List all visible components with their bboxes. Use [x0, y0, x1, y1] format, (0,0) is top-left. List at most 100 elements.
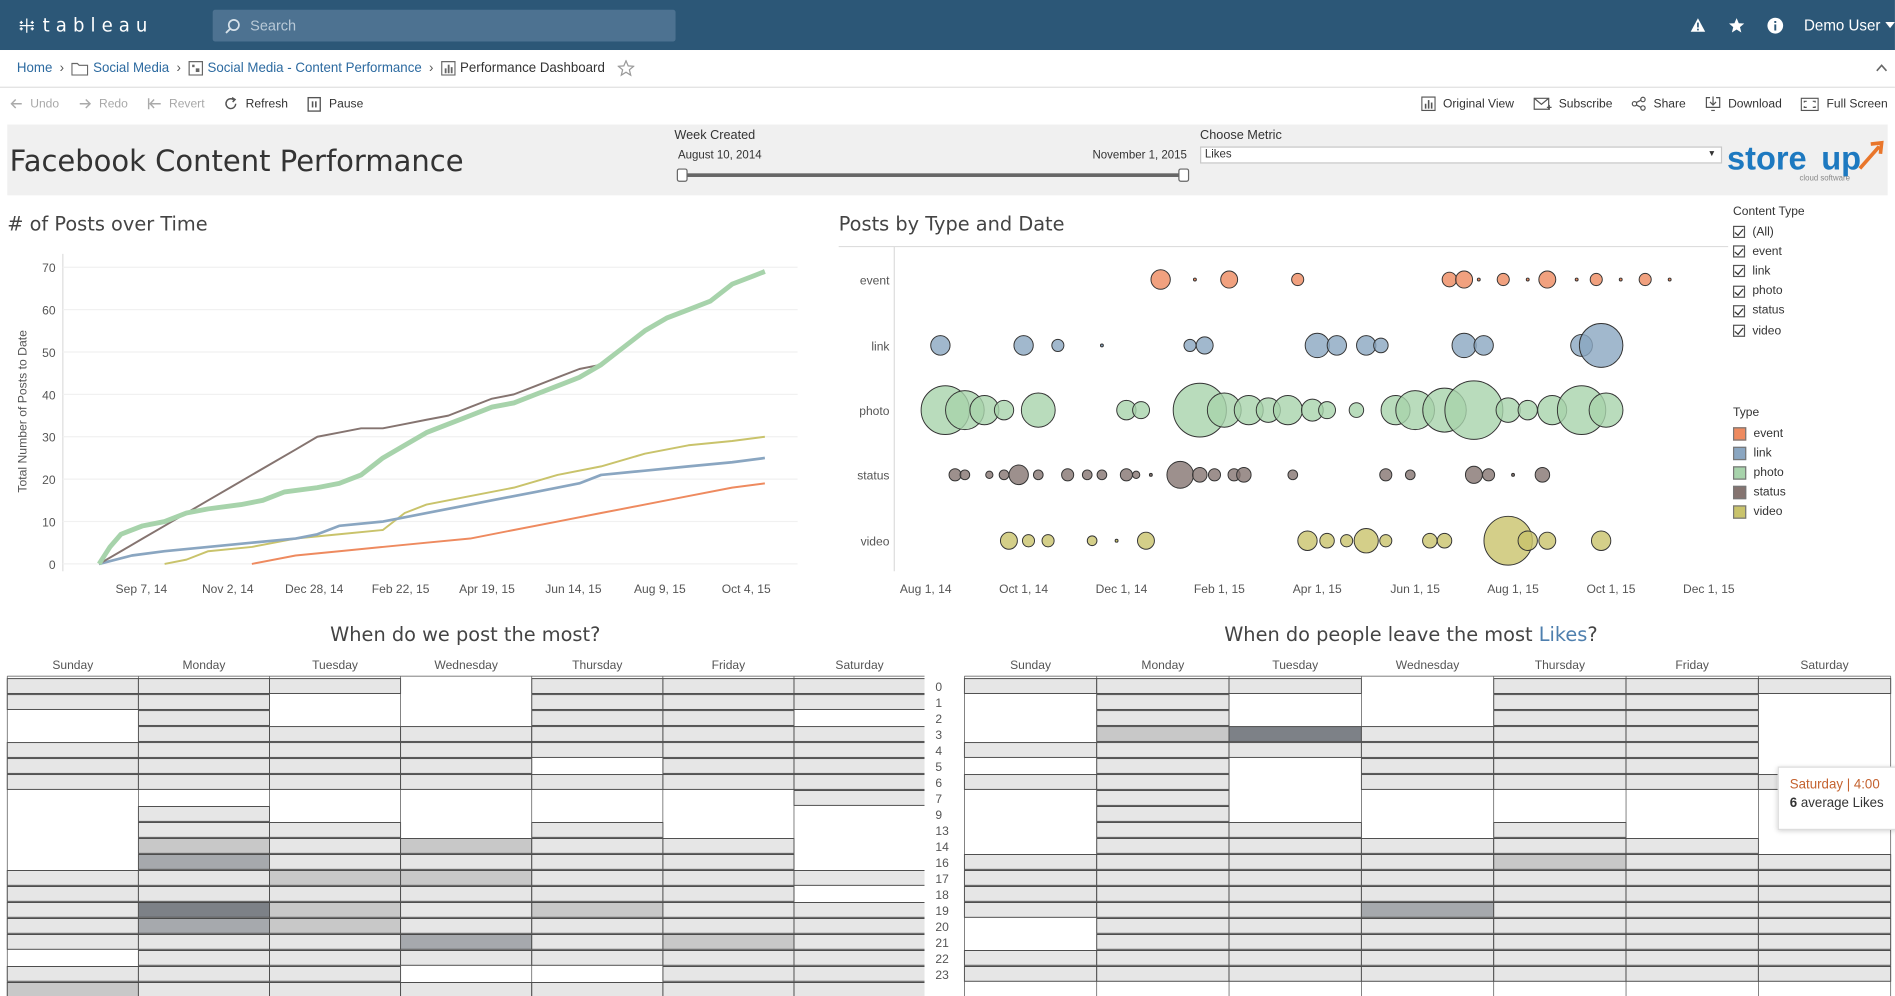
heatmap-cell: [793, 982, 925, 996]
breadcrumb-project[interactable]: Social Media: [93, 61, 170, 76]
filter-option-video[interactable]: video: [1732, 321, 1805, 341]
redo-button[interactable]: Redo: [78, 96, 128, 112]
bubble-status: [1482, 468, 1496, 482]
series-line-link: [98, 456, 766, 566]
revert-button[interactable]: Revert: [147, 96, 205, 112]
user-menu[interactable]: Demo User: [1804, 16, 1881, 34]
favorite-star-icon[interactable]: [616, 59, 634, 77]
undo-icon: [10, 98, 22, 109]
original-view-button[interactable]: Original View: [1421, 96, 1514, 112]
alerts-icon[interactable]: [1678, 17, 1717, 33]
subscribe-button[interactable]: Subscribe: [1533, 97, 1612, 110]
filter-option-label: status: [1752, 304, 1785, 318]
legend-item-photo[interactable]: photo: [1732, 463, 1786, 483]
download-button[interactable]: Download: [1705, 96, 1782, 112]
breadcrumb-separator: ›: [59, 61, 65, 76]
heatmap-cell: [793, 950, 925, 966]
posts-over-time-chart[interactable]: 0 10 20 30 40 50 60 70 Sep 7, 14 Nov 2, 14 Dec 28,…: [0, 244, 822, 610]
scatter-chart-title: Posts by Type and Date: [838, 212, 1065, 236]
breadcrumb-workbook[interactable]: Social Media - Content Performance: [207, 61, 422, 76]
heatmap-cell: [400, 742, 533, 758]
checkbox-checked-icon[interactable]: [1732, 245, 1746, 258]
heatmap-cell: [400, 726, 533, 742]
heatmap-cell: [531, 694, 664, 710]
x-tick-label: Jun 1, 15: [1390, 582, 1440, 596]
full-screen-button[interactable]: Full Screen: [1801, 97, 1888, 111]
tableau-logo[interactable]: tableau: [18, 12, 153, 39]
heatmap-cell: [662, 678, 795, 694]
posts-by-type-chart[interactable]: event link photo status video Aug 1, 14 Oct 1,…: [834, 244, 1734, 610]
pause-label: Pause: [329, 97, 364, 111]
heatmap-cell: [1096, 742, 1230, 758]
heatmap-cell: [6, 982, 139, 996]
heatmap-column-header: Sunday: [1010, 658, 1052, 672]
heatmap-cell: [400, 902, 533, 918]
heatmap-cell: [662, 902, 795, 918]
week-range-slider[interactable]: [680, 173, 1185, 177]
content-type-filter-title: Content Type: [1732, 205, 1805, 219]
tableau-logo-icon: [19, 18, 34, 33]
x-tick-label: Dec 1, 15: [1683, 582, 1734, 596]
legend-item-status[interactable]: status: [1732, 483, 1786, 503]
filter-option-status[interactable]: status: [1732, 301, 1805, 321]
collapse-chevron-icon[interactable]: [1876, 61, 1888, 76]
heatmap-cell: [531, 982, 664, 996]
undo-button[interactable]: Undo: [10, 96, 59, 112]
share-button[interactable]: Share: [1632, 96, 1686, 111]
heatmap-row-label: 2: [935, 712, 942, 726]
heatmap-cell: [400, 774, 533, 790]
heatmap-cell: [1096, 950, 1230, 966]
post-frequency-heatmap[interactable]: Sunday Monday Tuesday Wednesday Thursday Frid…: [6, 655, 925, 996]
heatmap-cell: [269, 822, 402, 838]
top-navigation-bar: tableau Demo User: [0, 0, 1895, 51]
info-icon[interactable]: [1756, 16, 1795, 33]
legend-item-link[interactable]: link: [1732, 443, 1786, 463]
heatmap-cell: [269, 902, 402, 918]
heatmap-cell: [1493, 726, 1627, 742]
bubble-video: [1340, 534, 1354, 548]
heatmap-cell: [1493, 838, 1627, 854]
pause-button[interactable]: Pause: [307, 96, 363, 112]
heatmap-cell: [1360, 902, 1495, 918]
heatmap-cell: [1493, 694, 1627, 710]
legend-item-event[interactable]: event: [1732, 424, 1786, 444]
slider-start-handle[interactable]: [676, 168, 688, 182]
chevron-down-icon[interactable]: [1885, 21, 1895, 28]
heatmap-cell: [531, 822, 664, 838]
bubble-status: [1132, 470, 1141, 479]
filter-option-link[interactable]: link: [1732, 262, 1805, 282]
heatmap-cell: [269, 918, 402, 934]
heatmap-cell: [1625, 902, 1759, 918]
checkbox-checked-icon[interactable]: [1732, 265, 1746, 278]
likes-heatmap[interactable]: Sunday Monday Tuesday Wednesday Thursday Frid…: [931, 655, 1895, 996]
bubble-video: [1590, 530, 1612, 551]
heatmap-cell: [531, 774, 664, 790]
refresh-button[interactable]: Refresh: [224, 96, 288, 112]
search-box[interactable]: [212, 9, 676, 42]
heatmap-cell: [1757, 934, 1892, 950]
heatmap-cell: [1625, 886, 1759, 902]
filter-option-photo[interactable]: photo: [1732, 281, 1805, 301]
heatmap-cell: [269, 854, 402, 870]
slider-end-handle[interactable]: [1178, 168, 1190, 182]
y-category-label: status: [857, 469, 889, 483]
heatmap-column-header: Thursday: [1535, 658, 1586, 672]
legend-item-video[interactable]: video: [1732, 503, 1786, 523]
heatmap-row-label: 7: [935, 792, 942, 806]
heatmap-cell: [963, 902, 1098, 918]
favorites-star-icon[interactable]: [1717, 16, 1756, 33]
metric-dropdown[interactable]: Likes ▼: [1200, 146, 1723, 164]
heatmap-cell: [6, 742, 139, 758]
checkbox-checked-icon[interactable]: [1732, 285, 1746, 298]
checkbox-checked-icon[interactable]: [1732, 324, 1746, 337]
checkbox-checked-icon[interactable]: [1732, 225, 1746, 239]
undo-label: Undo: [30, 97, 60, 111]
heatmap-cell: [400, 886, 533, 902]
checkbox-checked-icon[interactable]: [1732, 304, 1746, 318]
heatmap-cell: [1493, 758, 1627, 774]
filter-option-event[interactable]: event: [1732, 242, 1805, 262]
breadcrumb-home[interactable]: Home: [16, 61, 53, 76]
search-input[interactable]: [250, 17, 649, 35]
filter-option-all[interactable]: (All): [1732, 222, 1805, 242]
